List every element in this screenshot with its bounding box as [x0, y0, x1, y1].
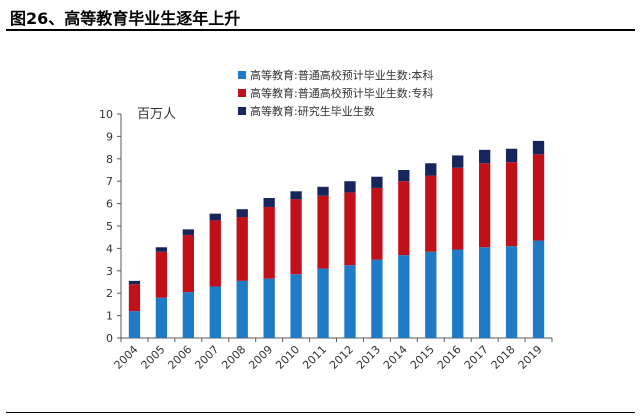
bar-2011-series-3 — [317, 186, 329, 196]
bar-2004-series-2 — [128, 284, 141, 312]
bottom-rule — [6, 412, 635, 413]
bar-2015-series-3 — [425, 163, 437, 176]
y-tick-label: 7 — [106, 175, 113, 188]
bar-2008-series-3 — [236, 209, 248, 218]
bar-2013-series-3 — [371, 176, 383, 188]
title-rule — [6, 29, 635, 31]
x-tick-label: 2014 — [381, 343, 410, 372]
bar-2014-series-1 — [398, 255, 410, 338]
bar-2007-series-2 — [209, 220, 221, 287]
x-tick-label: 2009 — [246, 343, 275, 372]
y-tick-label: 2 — [106, 287, 113, 300]
bar-2009-series-3 — [263, 198, 275, 207]
legend-label-1: 高等教育:普通高校预计毕业生数:本科 — [250, 68, 433, 82]
bar-2010-series-2 — [290, 199, 302, 275]
bar-2017-series-2 — [478, 163, 491, 248]
legend-swatch-3 — [238, 107, 246, 115]
x-tick-label: 2005 — [139, 343, 168, 372]
bar-2004-series-3 — [128, 280, 141, 285]
x-tick-label: 2012 — [327, 343, 356, 372]
bar-2014-series-2 — [398, 181, 410, 256]
bar-2012-series-3 — [344, 181, 356, 193]
y-tick-label: 9 — [106, 130, 113, 143]
x-tick-label: 2019 — [516, 343, 545, 372]
bar-2011-series-1 — [317, 268, 329, 338]
bar-2013-series-1 — [371, 259, 383, 338]
bar-2012-series-2 — [344, 192, 356, 266]
bar-2019-series-2 — [532, 154, 545, 241]
y-tick-label: 6 — [106, 198, 113, 211]
bar-2017-series-1 — [478, 247, 491, 338]
x-tick-label: 2011 — [300, 343, 329, 372]
bar-2010-series-1 — [290, 274, 302, 338]
bar-2018-series-1 — [505, 246, 518, 338]
bars — [128, 140, 545, 338]
bar-2010-series-3 — [290, 191, 302, 200]
bar-2006-series-2 — [182, 234, 195, 293]
legend-swatch-1 — [238, 71, 246, 79]
y-axis-ticks: 0 1 2 3 4 5 6 7 8 9 10 — [99, 108, 121, 345]
bar-2019-series-1 — [532, 240, 545, 338]
x-tick-label: 2008 — [219, 343, 248, 372]
bar-2005-series-2 — [155, 251, 168, 298]
bar-2018-series-3 — [505, 148, 518, 163]
bar-2014-series-3 — [398, 170, 410, 182]
bar-2007-series-3 — [209, 213, 221, 221]
x-axis-ticks: 2004200520062007200820092010201120122013… — [112, 338, 553, 372]
bar-2008-series-1 — [236, 280, 248, 338]
bar-2011-series-2 — [317, 195, 329, 269]
x-tick-label: 2010 — [273, 343, 302, 372]
legend-label-3: 高等教育:研究生毕业生数 — [250, 104, 375, 118]
bar-2004-series-1 — [128, 311, 141, 338]
bar-2005-series-1 — [155, 297, 168, 338]
bar-2008-series-2 — [236, 217, 248, 281]
bar-2016-series-1 — [452, 249, 464, 338]
legend-label-2: 高等教育:普通高校预计毕业生数:专科 — [250, 86, 433, 100]
y-tick-label: 0 — [106, 332, 113, 345]
x-tick-label: 2017 — [462, 343, 491, 372]
bar-2013-series-2 — [371, 187, 383, 260]
bar-2015-series-2 — [425, 175, 437, 252]
bar-2016-series-3 — [452, 155, 464, 168]
legend-swatch-2 — [238, 89, 246, 97]
bar-2018-series-2 — [505, 162, 518, 247]
y-tick-label: 10 — [99, 108, 113, 121]
y-axis-unit-label: 百万人 — [137, 107, 176, 122]
bar-2009-series-1 — [263, 278, 275, 338]
bar-2007-series-1 — [209, 286, 221, 338]
y-tick-label: 5 — [106, 220, 113, 233]
legend: 高等教育:普通高校预计毕业生数:本科高等教育:普通高校预计毕业生数:专科高等教育… — [238, 68, 433, 118]
bar-2017-series-3 — [478, 149, 491, 164]
bar-2015-series-1 — [425, 251, 437, 338]
x-tick-label: 2015 — [408, 343, 437, 372]
x-tick-label: 2007 — [192, 343, 221, 372]
bar-2016-series-2 — [452, 167, 464, 250]
y-tick-label: 3 — [106, 265, 113, 278]
bar-2005-series-3 — [155, 247, 168, 252]
bar-2012-series-1 — [344, 265, 356, 338]
x-tick-label: 2006 — [165, 343, 194, 372]
figure-header: 图26、高等教育毕业生逐年上升 — [0, 0, 641, 30]
x-tick-label: 2004 — [112, 343, 141, 372]
y-tick-label: 8 — [106, 153, 113, 166]
y-tick-label: 1 — [106, 310, 113, 323]
bar-2006-series-1 — [182, 292, 195, 338]
bar-2006-series-3 — [182, 229, 195, 235]
figure-title: 图26、高等教育毕业生逐年上升 — [10, 9, 241, 28]
x-tick-label: 2018 — [489, 343, 518, 372]
bar-2019-series-3 — [532, 140, 545, 155]
bar-2009-series-2 — [263, 206, 275, 279]
x-tick-label: 2016 — [435, 343, 464, 372]
y-tick-label: 4 — [106, 242, 113, 255]
x-tick-label: 2013 — [354, 343, 383, 372]
